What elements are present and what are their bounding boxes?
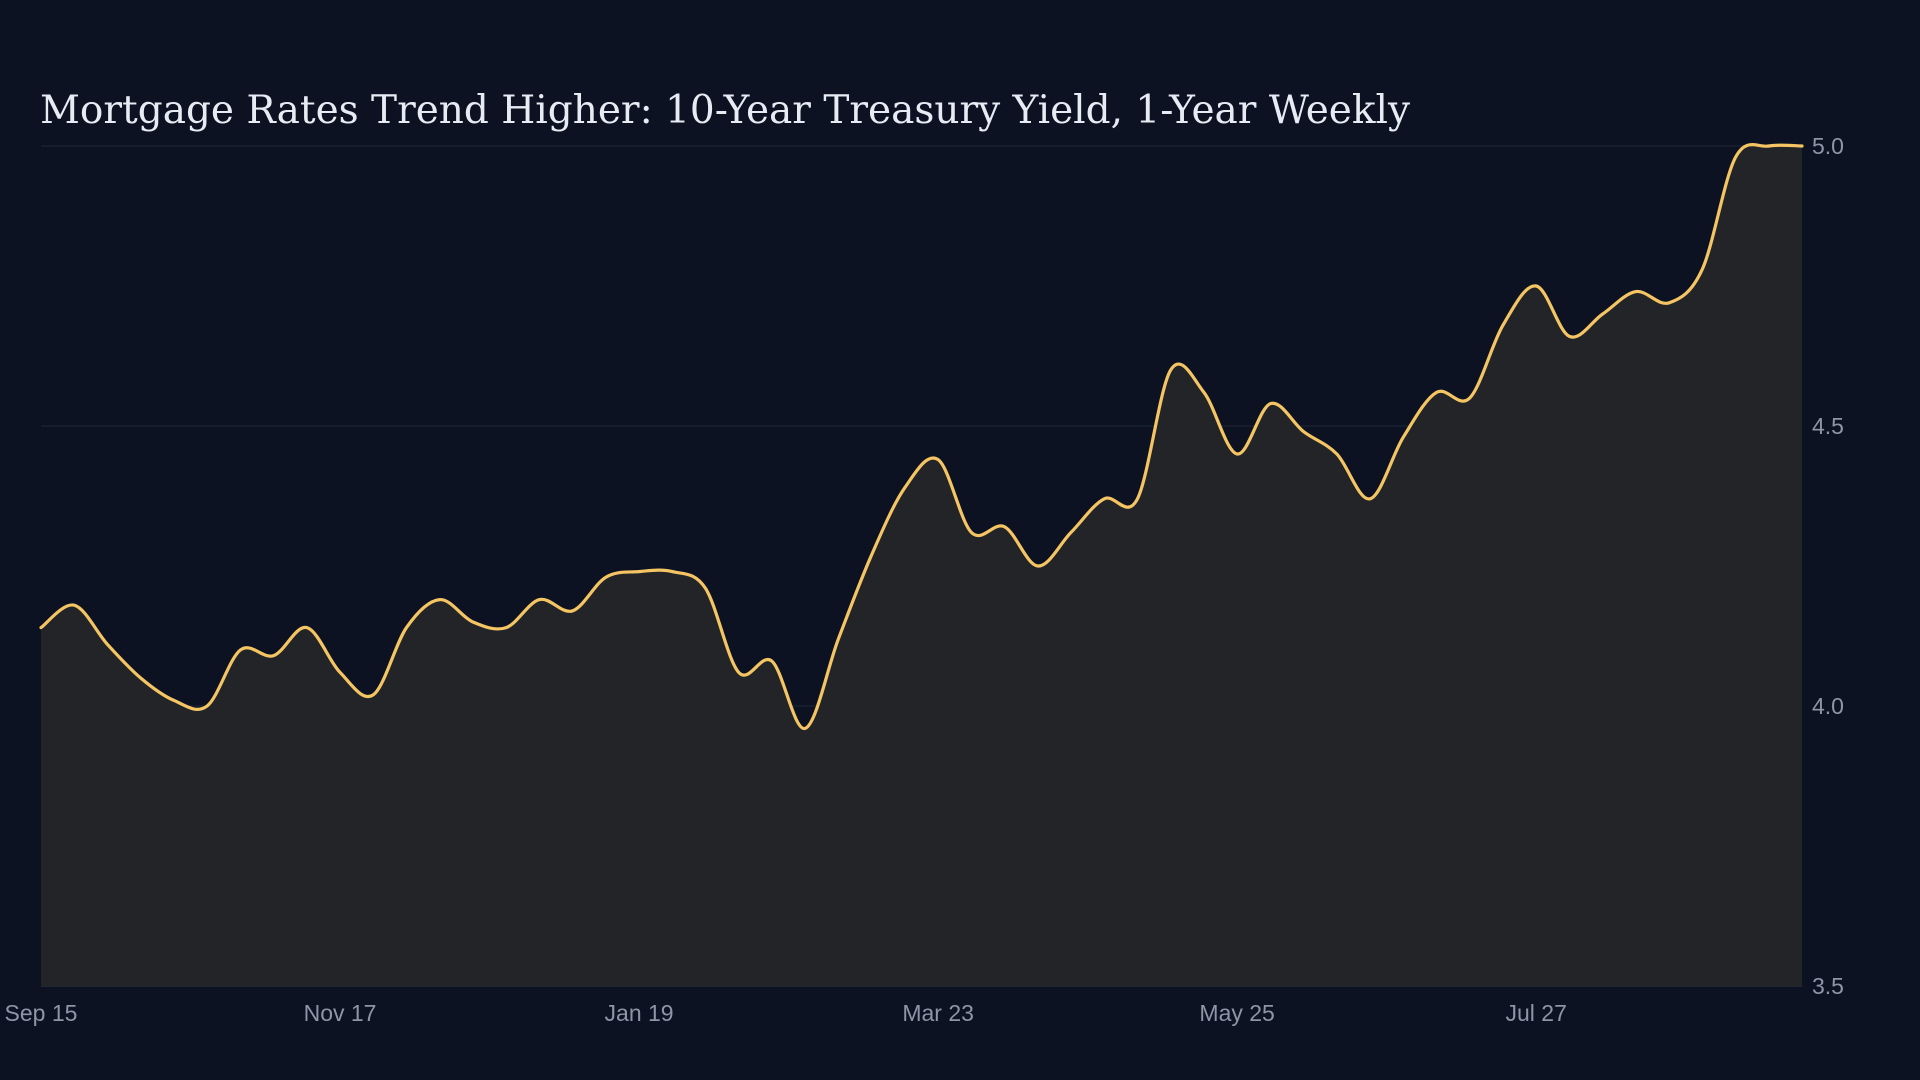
x-axis-ticks: Sep 15 Nov 17 Jan 19 Mar 23 May 25 Jul 27 [5,1000,1567,1026]
y-axis-ticks: 3.5 4.0 4.5 5.0 [1812,133,1844,999]
y-tick-label: 3.5 [1812,973,1844,999]
x-tick-label: Sep 15 [5,1000,78,1026]
area-fill [41,144,1802,987]
x-tick-label: May 25 [1199,1000,1274,1026]
y-tick-label: 4.5 [1812,413,1844,439]
x-tick-label: Jul 27 [1506,1000,1567,1026]
y-tick-label: 5.0 [1812,133,1844,159]
series-line [39,143,1804,730]
x-tick-label: Jan 19 [605,1000,674,1026]
chart-title: Mortgage Rates Trend Higher: 10-Year Tre… [40,88,1411,133]
x-tick-label: Nov 17 [304,1000,377,1026]
y-tick-label: 4.0 [1812,693,1844,719]
x-tick-label: Mar 23 [902,1000,974,1026]
